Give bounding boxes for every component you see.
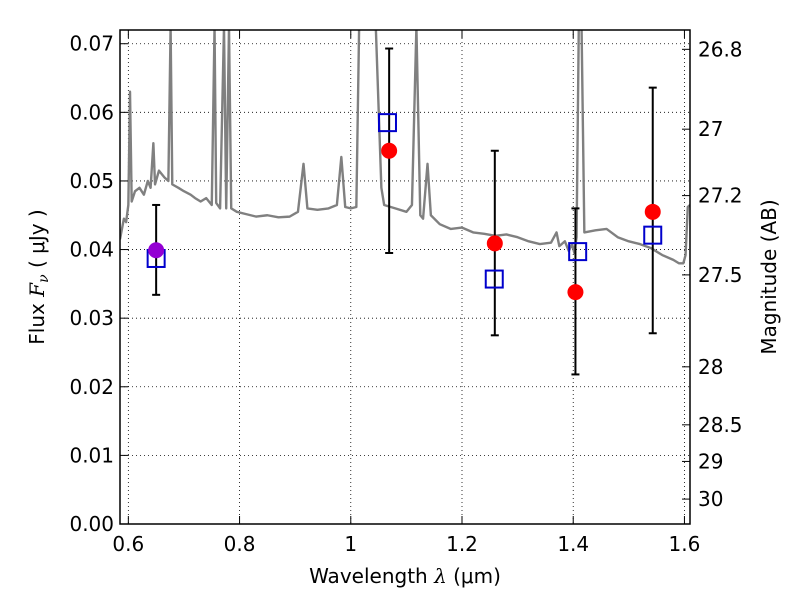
observed-point-marker — [148, 242, 165, 259]
model-point-marker — [568, 242, 588, 262]
observed-point-marker — [486, 235, 503, 252]
model-point-marker — [643, 225, 663, 245]
x-tick-label: 1 — [344, 532, 357, 556]
y-axis-label: Flux Fν ( μJy ) — [25, 209, 52, 344]
spectrum-line — [120, 30, 690, 265]
model-point-marker — [377, 113, 397, 133]
y-tick-label: 0.01 — [69, 443, 114, 467]
y2-tick-label: 30 — [698, 487, 723, 511]
y-tick-label: 0.03 — [69, 306, 114, 330]
y2-tick-label: 27.2 — [698, 184, 743, 208]
y2-tick-label: 26.8 — [698, 37, 743, 61]
observed-point-marker — [644, 203, 661, 220]
markers — [146, 47, 663, 376]
y-tick-label: 0.05 — [69, 169, 114, 193]
y-tick-label: 0.07 — [69, 32, 114, 56]
y-tick-label: 0.04 — [69, 238, 114, 262]
observed-point-marker — [381, 142, 398, 159]
y2-tick-label: 28.5 — [698, 413, 743, 437]
x-tick-label: 1.6 — [669, 532, 701, 556]
x-tick-label: 0.8 — [224, 532, 256, 556]
x-tick-label: 1.4 — [557, 532, 589, 556]
y2-tick-label: 29 — [698, 449, 723, 473]
observed-point-marker — [567, 284, 584, 301]
y2-tick-label: 27.5 — [698, 263, 743, 287]
grid — [120, 30, 690, 524]
plot-frame — [119, 29, 691, 525]
ticks: 0.6 0.8 1 1.2 1.4 1.6 0.00 0.01 0.02 0.03 0.04 0.05… — [69, 30, 743, 556]
y2-tick-label: 27 — [698, 117, 723, 141]
y2-axis-label: Magnitude (AB) — [757, 199, 781, 354]
plot-data — [120, 30, 690, 265]
y-tick-label: 0.00 — [69, 512, 114, 536]
model-point-marker — [484, 269, 504, 289]
x-tick-label: 1.2 — [446, 532, 478, 556]
x-tick-label: 0.6 — [112, 532, 144, 556]
y-tick-label: 0.06 — [69, 100, 114, 124]
x-axis-label: Wavelength λ (μm) — [309, 564, 501, 588]
y-tick-label: 0.02 — [69, 375, 114, 399]
y2-tick-label: 28 — [698, 355, 723, 379]
